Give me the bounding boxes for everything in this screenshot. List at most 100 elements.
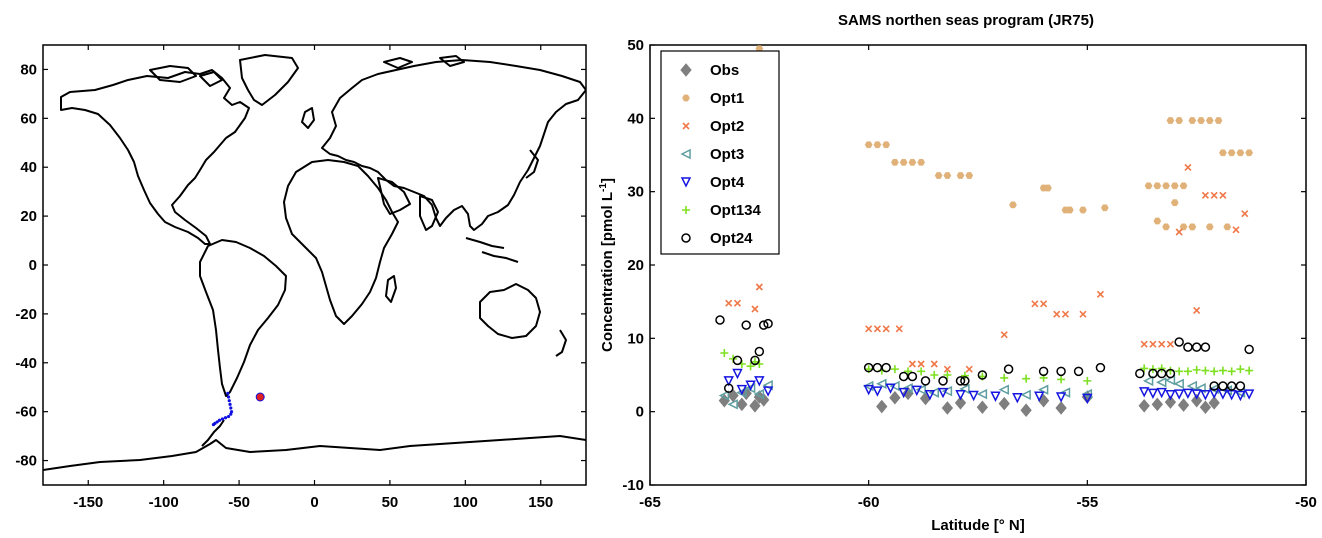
point-opt3: [753, 388, 765, 400]
cruise-track-point: [215, 420, 219, 424]
point-opt134: [1245, 366, 1254, 375]
map-x-tick-label: -50: [228, 494, 250, 511]
point-opt4: [723, 376, 734, 387]
point-opt1: [864, 141, 873, 149]
point-opt2: [965, 365, 973, 373]
point-opt3: [718, 390, 730, 401]
point-opt4: [924, 390, 936, 401]
coastline-madagascar: [385, 275, 397, 303]
point-opt24: [938, 376, 948, 386]
point-opt24: [955, 376, 966, 386]
point-obs: [976, 400, 989, 415]
point-opt4: [863, 384, 874, 396]
point-opt1: [1162, 223, 1170, 231]
point-opt24: [1135, 368, 1145, 379]
point-opt2: [1061, 310, 1070, 318]
point-opt134: [1210, 367, 1219, 376]
x-tick-label: -50: [1295, 494, 1317, 511]
point-opt1: [1162, 182, 1170, 190]
point-opt3: [1173, 378, 1184, 390]
point-opt24: [1235, 381, 1246, 391]
point-opt134: [1140, 364, 1149, 373]
map-x-tick-label: 50: [382, 494, 399, 511]
map-y-tick-label: 80: [20, 61, 37, 78]
point-opt1: [1175, 117, 1184, 124]
point-opt4: [1200, 390, 1211, 401]
point-opt2: [1158, 340, 1166, 348]
point-opt4: [1243, 389, 1255, 400]
point-opt2: [1053, 310, 1061, 318]
point-opt2: [917, 360, 925, 368]
point-opt2: [733, 299, 742, 307]
point-opt1: [1044, 184, 1052, 192]
point-opt134: [1201, 366, 1210, 375]
point-opt24: [754, 346, 765, 357]
point-opt1: [1170, 182, 1179, 190]
coastline-arctic-islands: [149, 55, 465, 87]
y-tick-label: 30: [627, 184, 644, 201]
cruise-track-point: [211, 423, 216, 427]
point-opt134: [917, 367, 926, 376]
x-tick-label: -60: [858, 494, 880, 511]
point-opt2: [1166, 340, 1174, 348]
point-opt2: [1184, 163, 1192, 172]
point-obs: [1191, 393, 1203, 408]
point-opt1: [873, 141, 882, 149]
point-opt2: [1193, 306, 1201, 315]
point-opt1: [1205, 117, 1214, 124]
point-opt24: [715, 315, 725, 325]
point-opt134: [890, 365, 899, 374]
point-opt2: [930, 360, 938, 368]
point-opt2: [1241, 210, 1249, 218]
y-tick-label: 0: [636, 404, 644, 421]
point-opt1: [934, 172, 943, 179]
map-x-tick-label: 100: [453, 494, 478, 511]
point-opt134: [943, 371, 952, 379]
point-opt2: [1096, 290, 1105, 298]
point-opt4: [1182, 388, 1194, 400]
point-opt24: [741, 320, 751, 330]
point-opt134: [1183, 367, 1192, 376]
coastline-north-america: [60, 69, 250, 245]
cruise-track-point: [223, 416, 228, 420]
point-opt3: [1059, 387, 1071, 398]
point-obs: [876, 399, 888, 414]
point-opt1: [1153, 217, 1162, 225]
point-opt3: [1020, 389, 1031, 401]
point-opt134: [904, 367, 913, 376]
point-opt2: [1210, 191, 1218, 199]
point-opt24: [960, 376, 970, 386]
map-y-tick-label: -80: [15, 453, 37, 470]
coastline-arabia: [377, 177, 411, 215]
coastline-eurasia: [321, 59, 586, 231]
coastline-antarctica: [43, 435, 586, 471]
point-opt4: [990, 391, 1001, 402]
point-opt1: [1205, 223, 1214, 231]
point-opt134: [1218, 366, 1227, 375]
point-opt24: [750, 355, 760, 366]
legend-label-opt2: Opt2: [710, 118, 744, 135]
cruise-track-point: [229, 412, 233, 416]
point-opt1: [882, 141, 891, 149]
map-y-tick-label: 40: [20, 159, 37, 176]
point-opt1: [1188, 117, 1197, 124]
point-obs: [736, 397, 748, 412]
point-opt2: [1040, 300, 1048, 308]
legend-label-opt134: Opt134: [710, 202, 762, 219]
point-obs: [1208, 396, 1220, 410]
point-opt2: [865, 325, 873, 333]
point-opt3: [1156, 377, 1167, 388]
point-opt24: [1244, 344, 1254, 355]
point-opt4: [1147, 388, 1159, 400]
cruise-track-point: [227, 399, 231, 403]
point-opt4: [937, 387, 949, 399]
point-opt134: [1227, 367, 1236, 376]
point-opt4: [1138, 387, 1150, 398]
legend-marker-opt1: [682, 94, 690, 102]
legend-label-opt4: Opt4: [710, 174, 745, 191]
point-opt24: [977, 370, 988, 380]
point-opt2: [1232, 226, 1240, 234]
point-opt4: [1235, 390, 1246, 402]
legend-marker-opt2: [682, 122, 690, 130]
